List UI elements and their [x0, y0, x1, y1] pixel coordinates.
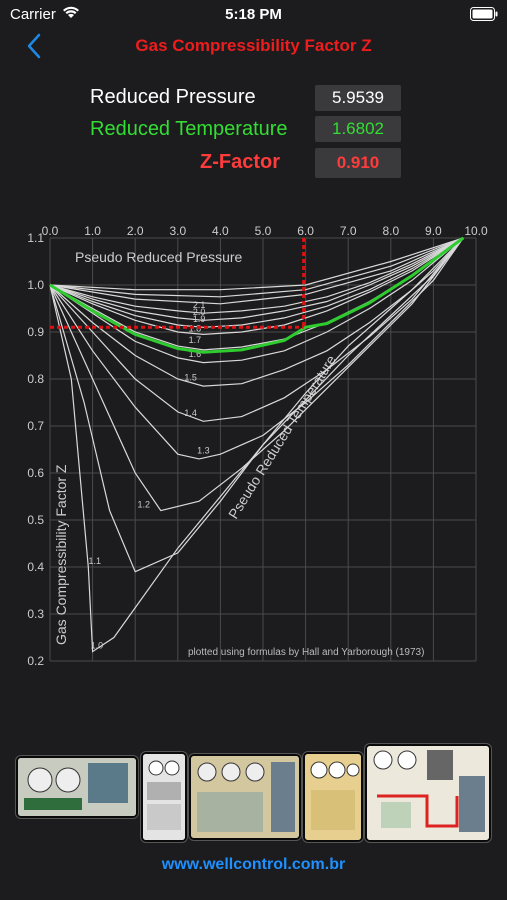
highlight-curve	[49, 236, 465, 354]
series-curve	[49, 237, 464, 573]
x-tick-label: 3.0	[169, 224, 186, 238]
reduced-pressure-field[interactable]: 5.9539	[315, 85, 401, 111]
series-curve	[49, 237, 464, 321]
screenshot-thumbnails	[0, 742, 507, 842]
series-curve	[49, 237, 464, 460]
y-axis-label: Gas Compressibility Factor Z	[53, 464, 69, 645]
x-tick-label: 6.0	[297, 224, 314, 238]
back-chevron-icon[interactable]	[24, 32, 46, 60]
series-label: 1.3	[197, 446, 210, 456]
series-curve	[49, 237, 464, 291]
x-axis-label: Pseudo Reduced Pressure	[75, 249, 243, 265]
status-bar: Carrier 5:18 PM	[0, 0, 507, 30]
y-tick-label: 0.6	[27, 466, 44, 480]
y-tick-label: 0.3	[27, 607, 44, 621]
series-curve	[49, 237, 464, 364]
website-link[interactable]: www.wellcontrol.com.br	[161, 856, 346, 873]
thumb-5[interactable]	[365, 744, 491, 842]
x-tick-label: 10.0	[464, 224, 488, 238]
credit-text: plotted using formulas by Hall and Yarbo…	[188, 647, 424, 658]
reduced-pressure-label: Reduced Pressure	[90, 86, 256, 108]
x-tick-label: 4.0	[212, 224, 229, 238]
thumb-2[interactable]	[141, 752, 187, 842]
series-label: 2.0	[193, 307, 206, 317]
y-tick-label: 0.8	[27, 372, 44, 386]
reduced-temperature-field[interactable]: 1.6802	[315, 116, 401, 142]
series-curve	[49, 237, 464, 328]
series-curve	[49, 237, 464, 298]
x-tick-label: 5.0	[255, 224, 272, 238]
series-curve	[49, 237, 464, 387]
series-label: 2.1	[193, 300, 206, 310]
page-title: Gas Compressibility Factor Z	[135, 36, 372, 55]
y-tick-label: 0.5	[27, 513, 44, 527]
y-tick-label: 0.9	[27, 325, 44, 339]
series-label: 1.1	[88, 556, 101, 566]
z-factor-value: 0.910	[315, 148, 401, 178]
series-label: 1.8	[189, 323, 202, 333]
series-curve	[49, 237, 464, 422]
z-factor-label: Z-Factor	[200, 151, 280, 173]
series-curve	[49, 237, 464, 305]
series-curve	[49, 237, 464, 512]
series-curve	[49, 237, 464, 336]
series-curve	[49, 237, 464, 314]
series-label: 1.2	[137, 500, 150, 510]
z-factor-chart: 0.0 1.0 2.0 3.0 4.0 5.0 6.0 7.0 8.0 9.0 10.0 1.1 1.0…	[27, 224, 488, 668]
x-tick-label: 2.0	[127, 224, 144, 238]
thumb-3[interactable]	[189, 754, 301, 840]
series-label: 1.6	[189, 349, 202, 359]
y-tick-label: 0.4	[27, 560, 44, 574]
y-tick-label: 1.1	[27, 231, 44, 245]
series-label: 1.5	[184, 373, 197, 383]
thumb-1[interactable]	[16, 756, 138, 818]
y-tick-label: 0.7	[27, 419, 44, 433]
y-tick-label: 0.2	[27, 654, 44, 668]
reduced-temperature-label: Reduced Temperature	[90, 118, 288, 140]
series-label: 1.9	[193, 314, 206, 324]
series-curve	[49, 237, 464, 653]
thumb-4[interactable]	[303, 752, 363, 842]
clock: 5:18 PM	[225, 6, 282, 23]
series-label: 1.7	[189, 335, 202, 345]
y-tick-label: 1.0	[27, 278, 44, 292]
x-tick-label: 1.0	[84, 224, 101, 238]
wifi-icon	[63, 6, 79, 18]
x-tick-label: 8.0	[382, 224, 399, 238]
battery-icon	[470, 7, 498, 21]
x-tick-label: 9.0	[425, 224, 442, 238]
series-label: 1.4	[184, 408, 197, 418]
x-tick-label: 0.0	[42, 224, 59, 238]
x-tick-label: 7.0	[340, 224, 357, 238]
series-label: 1.0	[91, 641, 104, 651]
carrier-label: Carrier	[10, 6, 56, 23]
diagonal-axis-label: Pseudo Reduced Temperature	[225, 352, 339, 521]
